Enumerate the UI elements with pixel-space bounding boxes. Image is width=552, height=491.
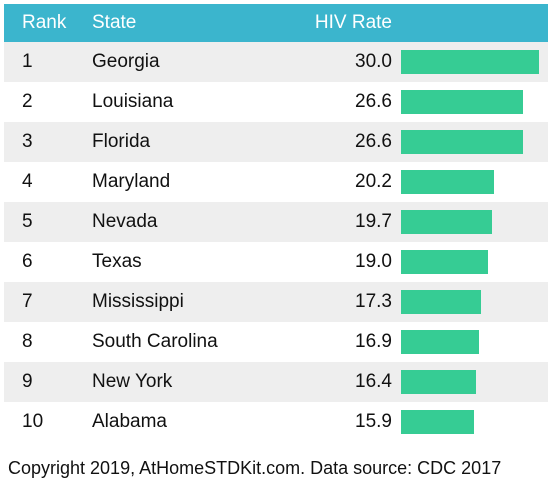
hiv-rate-table: Rank State HIV Rate 1 Georgia 30.0 2 Louisia… — [4, 4, 548, 442]
state-cell: Florida — [92, 131, 151, 152]
bar-cell — [392, 402, 548, 442]
bar-column-header — [392, 4, 548, 42]
bar-cell — [392, 322, 548, 362]
bar-florida — [401, 130, 523, 154]
state-cell: Alabama — [92, 411, 167, 432]
rate-column-header: HIV Rate — [314, 12, 392, 33]
rate-cell: 20.2 — [355, 171, 392, 192]
bar-texas — [401, 250, 488, 274]
bar-cell — [392, 42, 548, 82]
bar-chart-mark-container — [401, 50, 539, 74]
rate-cell: 30.0 — [355, 51, 392, 72]
bar-chart-mark-container — [401, 330, 479, 354]
rank-cell: 2 — [22, 91, 33, 112]
table-row: 8 South Carolina 16.9 — [4, 322, 548, 362]
rank-cell: 6 — [22, 251, 33, 272]
bar-georgia — [401, 50, 539, 74]
rate-cell: 17.3 — [355, 291, 392, 312]
bar-chart-mark-container — [401, 250, 488, 274]
table-body: 1 Georgia 30.0 2 Louisiana 26.6 3 Florida 26.6 4 M… — [4, 42, 548, 442]
bar-chart-mark-container — [401, 290, 481, 314]
bar-cell — [392, 242, 548, 282]
bar-alabama — [401, 410, 474, 434]
bar-chart-mark-container — [401, 410, 474, 434]
bar-chart-mark-container — [401, 170, 494, 194]
state-column-header: State — [92, 12, 137, 33]
rank-cell: 10 — [22, 411, 44, 432]
state-cell: Georgia — [92, 51, 160, 72]
rate-cell: 16.9 — [355, 331, 392, 352]
rate-cell: 15.9 — [355, 411, 392, 432]
rank-cell: 3 — [22, 131, 33, 152]
table-row: 1 Georgia 30.0 — [4, 42, 548, 82]
bar-chart-mark-container — [401, 130, 523, 154]
state-cell: Nevada — [92, 211, 158, 232]
bar-maryland — [401, 170, 494, 194]
state-cell: Maryland — [92, 171, 171, 192]
table-row: 9 New York 16.4 — [4, 362, 548, 402]
table-row: 3 Florida 26.6 — [4, 122, 548, 162]
bar-cell — [392, 122, 548, 162]
table-row: 7 Mississippi 17.3 — [4, 282, 548, 322]
bar-chart-mark-container — [401, 90, 523, 114]
rank-cell: 1 — [22, 51, 33, 72]
rate-cell: 19.7 — [355, 211, 392, 232]
bar-cell — [392, 162, 548, 202]
rank-cell: 4 — [22, 171, 33, 192]
table-row: 6 Texas 19.0 — [4, 242, 548, 282]
rank-cell: 7 — [22, 291, 33, 312]
footer-credit: Copyright 2019, AtHomeSTDKit.com. Data s… — [8, 458, 502, 478]
bar-cell — [392, 82, 548, 122]
state-cell: South Carolina — [92, 331, 218, 352]
rank-cell: 5 — [22, 211, 33, 232]
table-row: 2 Louisiana 26.6 — [4, 82, 548, 122]
bar-nevada — [401, 210, 492, 234]
rate-cell: 26.6 — [355, 131, 392, 152]
bar-cell — [392, 362, 548, 402]
state-cell: New York — [92, 371, 173, 392]
rank-cell: 9 — [22, 371, 33, 392]
state-cell: Texas — [92, 251, 142, 272]
rank-column-header: Rank — [22, 12, 67, 33]
bar-south-carolina — [401, 330, 479, 354]
bar-louisiana — [401, 90, 523, 114]
bar-new-york — [401, 370, 476, 394]
table-header: Rank State HIV Rate — [4, 4, 548, 42]
bar-mississippi — [401, 290, 481, 314]
table-row: 5 Nevada 19.7 — [4, 202, 548, 242]
table-row: 10 Alabama 15.9 — [4, 402, 548, 442]
table-row: 4 Maryland 20.2 — [4, 162, 548, 202]
rate-cell: 16.4 — [355, 371, 392, 392]
bar-cell — [392, 202, 548, 242]
state-cell: Mississippi — [92, 291, 184, 312]
bar-chart-mark-container — [401, 210, 492, 234]
rate-cell: 19.0 — [355, 251, 392, 272]
bar-chart-mark-container — [401, 370, 476, 394]
rate-cell: 26.6 — [355, 91, 392, 112]
state-cell: Louisiana — [92, 91, 174, 112]
bar-cell — [392, 282, 548, 322]
rank-cell: 8 — [22, 331, 33, 352]
